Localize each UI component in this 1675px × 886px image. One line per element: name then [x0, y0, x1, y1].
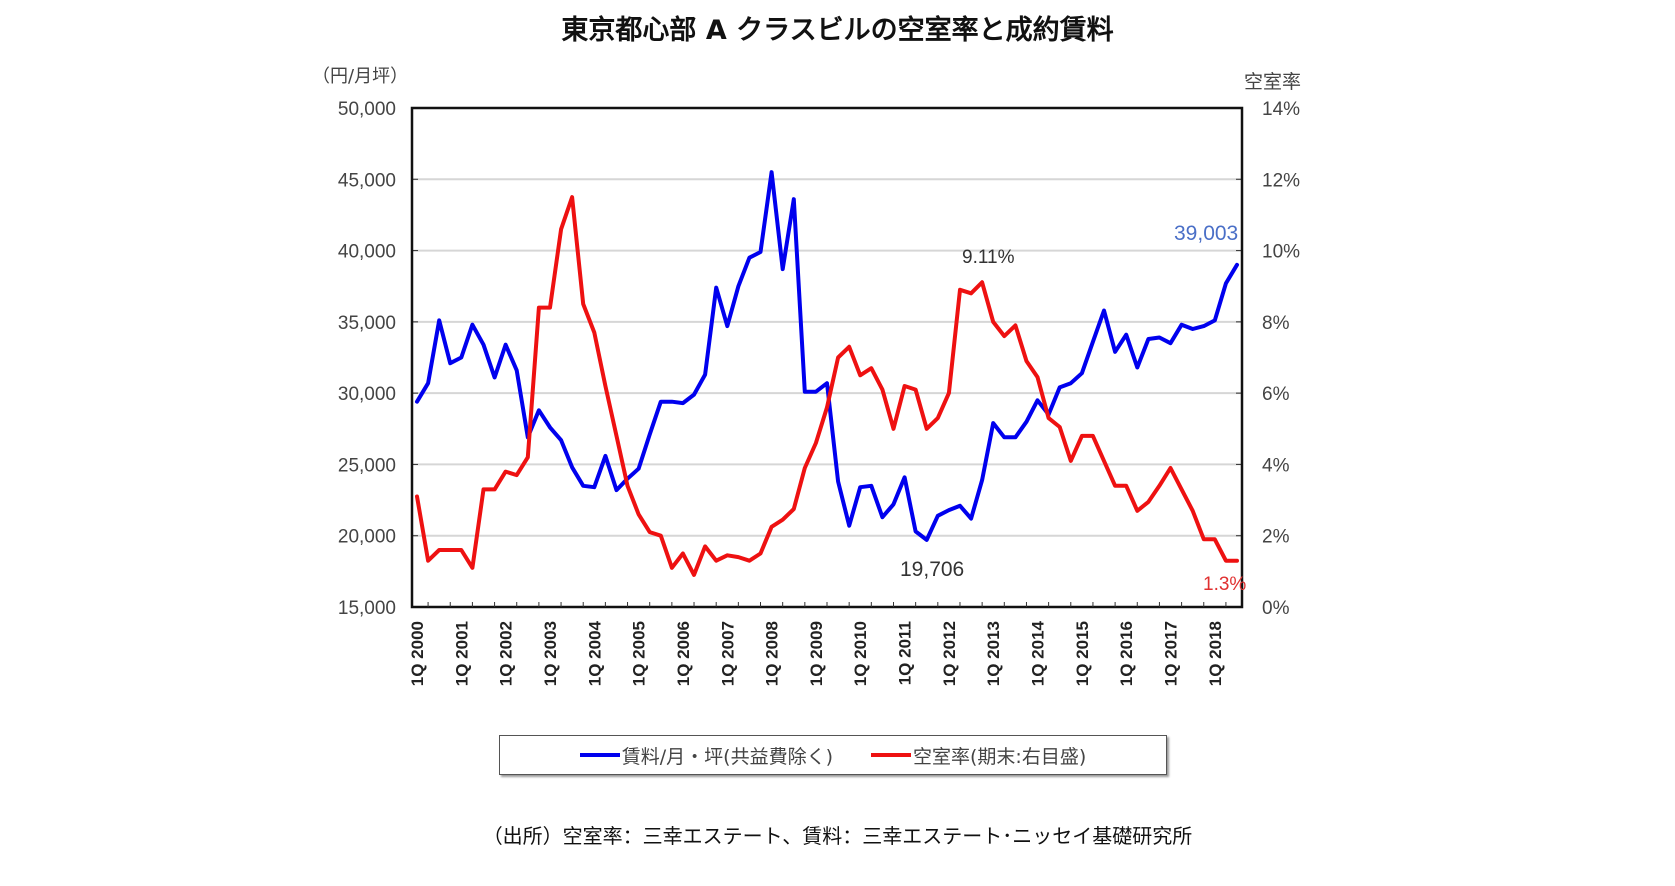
series-lines: [415, 170, 1239, 577]
right-axis-tick-label: 10%: [1262, 242, 1300, 263]
annotations: 39,003 9.11% 19,706 1.3%: [900, 222, 1246, 595]
x-axis-tick-label: 1Q 2016: [1117, 621, 1136, 686]
x-axis-tick-label: 1Q 2005: [630, 621, 649, 686]
x-axis-tick-label: 1Q 2012: [940, 621, 959, 686]
source-note: （出所）空室率：三幸エステート、賃料：三幸エステート･ニッセイ基礎研究所: [482, 824, 1193, 848]
legend: 賃料/月・坪(共益費除く) 空室率(期末:右目盛): [499, 735, 1167, 775]
x-axis-tick-label: 1Q 2002: [497, 621, 516, 686]
vacancy-series-line: [415, 195, 1239, 577]
left-axis-tick-label: 15,000: [338, 598, 396, 619]
annotation-vacancy-latest: 1.3%: [1203, 574, 1246, 595]
legend-item-vacancy: 空室率(期末:右目盛): [871, 742, 1086, 769]
x-axis-tick-label: 1Q 2010: [851, 621, 870, 686]
left-axis-tick-label: 35,000: [338, 313, 396, 334]
legend-swatch-vacancy: [871, 753, 911, 757]
axes: [410, 106, 1244, 609]
annotation-vacancy-peak: 9.11%: [962, 247, 1015, 268]
legend-label-vacancy: 空室率(期末:右目盛): [913, 745, 1087, 768]
x-axis-tick-label: 1Q 2009: [807, 621, 826, 686]
left-axis-unit: （円/月坪）: [312, 66, 409, 87]
x-axis-tick-label: 1Q 2008: [763, 621, 782, 686]
x-axis-tick-label: 1Q 2003: [541, 621, 560, 686]
right-axis-tick-label: 6%: [1262, 384, 1290, 405]
right-axis-tick-label: 2%: [1262, 527, 1290, 548]
x-axis-tick-label: 1Q 2007: [718, 621, 737, 686]
left-axis-tick-label: 30,000: [338, 384, 396, 405]
right-axis-tick-label: 14%: [1262, 99, 1300, 120]
x-axis-tick-label: 1Q 2018: [1206, 621, 1225, 686]
x-axis-tick-label: 1Q 2017: [1162, 621, 1181, 686]
chart-title: 東京都心部 A クラスビルの空室率と成約賃料: [561, 15, 1114, 46]
right-axis-tick-label: 4%: [1262, 455, 1290, 476]
right-axis-unit: 空室率: [1244, 71, 1302, 93]
annotation-rent-low: 19,706: [900, 558, 964, 581]
x-axis-tick-label: 1Q 2000: [408, 621, 427, 686]
left-axis-tick-label: 45,000: [338, 170, 396, 191]
tick-labels: 50,000 45,000 40,000 35,000 30,000 25,000 20,0…: [338, 99, 1300, 686]
x-axis-tick-label: 1Q 2006: [674, 621, 693, 686]
x-axis-tick-label: 1Q 2013: [984, 621, 1003, 686]
right-axis-tick-label: 12%: [1262, 170, 1300, 191]
left-axis-tick-label: 25,000: [338, 455, 396, 476]
x-axis-tick-label: 1Q 2014: [1029, 620, 1048, 686]
x-axis-tick-label: 1Q 2001: [452, 621, 471, 686]
legend-swatch-rent: [579, 753, 620, 757]
x-axis-tick-label: 1Q 2015: [1073, 621, 1092, 686]
annotation-rent-latest: 39,003: [1174, 222, 1238, 245]
right-axis-tick-label: 8%: [1262, 313, 1290, 334]
x-axis-tick-label: 1Q 2004: [585, 620, 604, 686]
x-axis-tick-label: 1Q 2011: [896, 621, 915, 685]
rent-series-line: [415, 170, 1239, 542]
legend-item-rent: 賃料/月・坪(共益費除く): [579, 742, 833, 769]
left-axis-tick-label: 40,000: [338, 242, 396, 263]
left-axis-tick-label: 50,000: [338, 99, 396, 120]
left-axis-tick-label: 20,000: [338, 527, 396, 548]
right-axis-tick-label: 0%: [1262, 598, 1290, 619]
legend-label-rent: 賃料/月・坪(共益費除く): [621, 745, 833, 768]
